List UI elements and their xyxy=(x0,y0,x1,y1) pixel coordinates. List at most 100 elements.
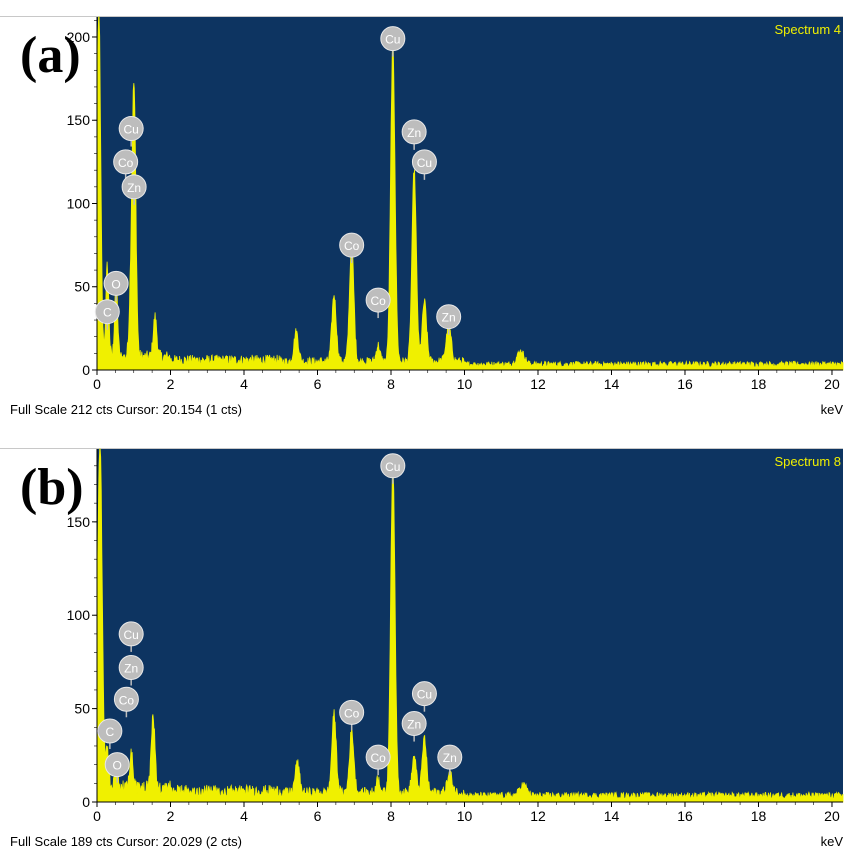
x-tick-label: 14 xyxy=(604,376,620,392)
chart-frame xyxy=(0,16,843,403)
plot-background xyxy=(97,17,843,370)
chart-frame xyxy=(0,448,843,835)
y-tick-label: 100 xyxy=(67,607,91,623)
element-marker: O xyxy=(104,752,130,783)
marker-label: Cu xyxy=(124,628,139,642)
spectrum-trace xyxy=(96,16,844,371)
y-tick-label: 100 xyxy=(67,195,91,211)
marker-bubble xyxy=(380,453,406,479)
marker-label: Co xyxy=(370,294,386,308)
x-tick-label: 20 xyxy=(824,376,840,392)
x-tick-label: 6 xyxy=(314,376,322,392)
marker-bubble xyxy=(113,686,139,712)
marker-label: Cu xyxy=(385,33,400,47)
marker-bubble xyxy=(365,744,391,770)
marker-bubble xyxy=(118,655,144,681)
panel-label: (a) xyxy=(20,27,81,84)
marker-label: Co xyxy=(344,239,360,253)
spectrum-panel-a: 0 2 4 6 8 10 12 14 16 18 20 0 50 100 150 200 Cu Co Zn O C Cu Z… xyxy=(0,0,845,420)
marker-label: Co xyxy=(344,706,360,720)
marker-bubble xyxy=(401,711,427,737)
x-tick-label: 18 xyxy=(751,376,767,392)
marker-label: Zn xyxy=(407,126,421,140)
x-unit-label: keV xyxy=(820,402,843,417)
spectrum-chart-a: 0 2 4 6 8 10 12 14 16 18 20050100150200CuCoZnOCCuZ… xyxy=(67,16,844,392)
y-tick-label: 50 xyxy=(74,701,90,717)
marker-label: Co xyxy=(118,156,134,170)
marker-label: O xyxy=(113,759,122,773)
spectrum-trace xyxy=(96,448,844,803)
marker-bubble xyxy=(437,744,463,770)
x-tick-label: 16 xyxy=(677,808,693,824)
x-tick-label: 10 xyxy=(457,376,473,392)
element-marker: Zn xyxy=(436,304,462,335)
marker-label: Co xyxy=(119,693,135,707)
element-marker: Co xyxy=(365,744,391,776)
spectrum-panel-b: 0 2 4 6 8 10 12 14 16 18 20 0 50 100 150 Cu Zn Co C O Cu Co Co… xyxy=(0,432,845,852)
x-tick-label: 8 xyxy=(387,808,395,824)
x-tick-label: 0 xyxy=(93,808,101,824)
marker-bubble xyxy=(411,149,437,175)
element-marker: Co xyxy=(339,699,365,731)
element-marker: O xyxy=(103,270,129,302)
marker-label: Cu xyxy=(417,688,432,702)
marker-label: Cu xyxy=(385,460,400,474)
marker-bubble xyxy=(121,174,147,200)
element-marker: Cu xyxy=(118,621,144,652)
x-tick-label: 2 xyxy=(167,808,175,824)
element-marker: Cu xyxy=(411,681,437,712)
spectrum-name: Spectrum 4 xyxy=(774,22,841,37)
element-marker: C xyxy=(97,718,123,750)
element-marker: Cu xyxy=(380,26,406,57)
element-marker: Cu xyxy=(380,453,406,484)
element-marker: Zn xyxy=(121,174,147,205)
spectrum-chart-b: 0 2 4 6 8 10 12 14 16 18 20 0 50 100 150 Cu Zn Co C O Cu Co Co… xyxy=(67,448,844,824)
panel-label: (b) xyxy=(20,459,84,516)
marker-label: Zn xyxy=(124,662,138,676)
marker-bubble xyxy=(118,116,144,142)
element-marker: C xyxy=(94,299,120,330)
marker-label: Cu xyxy=(417,156,432,170)
element-marker: Zn xyxy=(437,744,463,776)
element-marker: Zn xyxy=(401,711,427,742)
x-unit-label: keV xyxy=(820,834,843,849)
x-tick-label: 16 xyxy=(677,376,693,392)
element-marker: Cu xyxy=(118,116,144,147)
element-marker: Cu xyxy=(411,149,437,180)
marker-bubble xyxy=(339,232,365,258)
marker-bubble xyxy=(339,699,365,725)
marker-label: C xyxy=(106,725,115,739)
y-tick-label: 0 xyxy=(82,362,90,378)
footer-status: Full Scale 189 cts Cursor: 20.029 (2 cts… xyxy=(10,834,242,849)
element-marker: Co xyxy=(365,287,391,319)
x-tick-label: 20 xyxy=(824,808,840,824)
spectrum-name: Spectrum 8 xyxy=(774,454,841,469)
x-tick-label: 2 xyxy=(167,376,175,392)
element-marker: Co xyxy=(113,686,139,718)
marker-label: Zn xyxy=(443,751,457,765)
x-tick-label: 10 xyxy=(457,808,473,824)
x-tick-label: 4 xyxy=(240,808,248,824)
y-tick-label: 50 xyxy=(74,279,90,295)
element-marker: Zn xyxy=(118,655,144,686)
x-tick-label: 18 xyxy=(751,808,767,824)
marker-bubble xyxy=(113,149,139,175)
marker-bubble xyxy=(380,26,406,52)
x-tick-label: 14 xyxy=(604,808,620,824)
marker-label: Cu xyxy=(124,123,139,137)
element-marker: Zn xyxy=(401,119,427,150)
x-tick-label: 8 xyxy=(387,376,395,392)
marker-bubble xyxy=(118,621,144,647)
x-tick-label: 12 xyxy=(530,808,546,824)
x-tick-label: 12 xyxy=(530,376,546,392)
element-marker: Co xyxy=(339,232,365,264)
marker-bubble xyxy=(94,299,120,325)
marker-bubble xyxy=(436,304,462,330)
marker-label: Zn xyxy=(407,718,421,732)
y-tick-label: 150 xyxy=(67,112,91,128)
marker-bubble xyxy=(97,718,123,744)
marker-label: O xyxy=(111,277,120,291)
marker-label: Zn xyxy=(442,311,456,325)
marker-bubble xyxy=(103,270,129,296)
marker-bubble xyxy=(411,681,437,707)
